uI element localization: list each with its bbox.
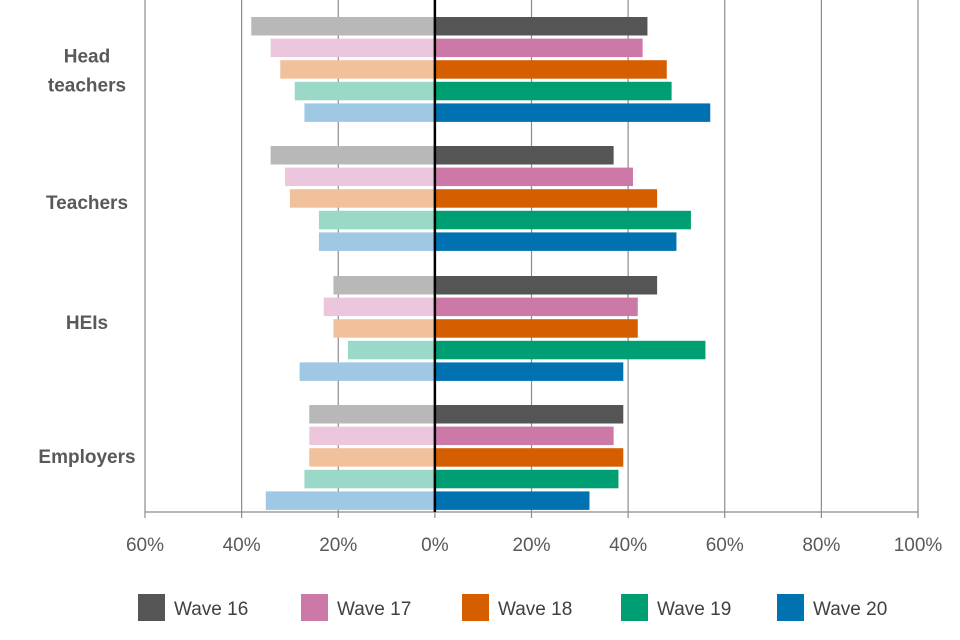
bar-positive <box>434 189 658 208</box>
x-tick-label: 20% <box>319 535 357 556</box>
legend-swatch <box>777 594 804 621</box>
legend-label: Wave 19 <box>657 599 731 620</box>
legend-swatch <box>621 594 648 621</box>
bar-negative <box>323 297 435 317</box>
bar-negative <box>318 210 435 230</box>
bar-positive <box>434 491 590 510</box>
bar-positive <box>434 103 711 122</box>
bar-positive <box>434 340 706 360</box>
bar-positive <box>434 146 614 165</box>
category-label: Employers <box>38 447 135 468</box>
legend-swatch <box>462 594 489 621</box>
bar-positive <box>434 167 633 187</box>
legend-label: Wave 17 <box>337 599 411 620</box>
bar-positive <box>434 81 672 101</box>
bar-negative <box>333 276 435 295</box>
legend-swatch <box>138 594 165 621</box>
bar-negative <box>347 340 435 360</box>
bar-negative <box>318 232 435 251</box>
bar-negative <box>294 81 435 101</box>
bar-negative <box>304 103 435 122</box>
x-tick-labels: 60% 40% 20% 0% 20% 40% 60% 80% 100% <box>126 535 942 556</box>
bar-negative <box>280 60 435 79</box>
bar-positive <box>434 405 624 424</box>
bar-positive <box>434 210 691 230</box>
category-label: Head teachers <box>48 47 126 97</box>
x-tick-label: 100% <box>894 535 943 556</box>
bar-positive <box>434 469 619 489</box>
bar-positive <box>434 38 643 58</box>
category-label: Teachers <box>46 193 128 214</box>
x-tick-label: 0% <box>421 535 449 556</box>
bar-negative <box>251 17 435 36</box>
legend-swatch <box>301 594 328 621</box>
bar-positive <box>434 297 638 317</box>
bar-negative <box>270 38 435 58</box>
x-tick-label: 60% <box>706 535 744 556</box>
bar-positive <box>434 426 614 446</box>
bar-positive <box>434 276 658 295</box>
bar-negative <box>309 426 435 446</box>
bar-negative <box>270 146 435 165</box>
bar-positive <box>434 232 677 251</box>
bar-negative <box>309 405 435 424</box>
category-labels: Head teachers Teachers HEIs Employers <box>38 47 135 469</box>
bar-positive <box>434 319 638 338</box>
x-tick-label: 40% <box>223 535 261 556</box>
x-tick-label: 80% <box>802 535 840 556</box>
bars <box>251 17 711 510</box>
bar-positive <box>434 17 648 36</box>
bar-negative <box>289 189 435 208</box>
bar-positive <box>434 362 624 381</box>
x-tick-label: 20% <box>512 535 550 556</box>
bar-negative <box>309 448 435 467</box>
bar-negative <box>265 491 435 510</box>
legend-label: Wave 16 <box>174 599 248 620</box>
legend-label: Wave 18 <box>498 599 572 620</box>
bar-negative <box>299 362 435 381</box>
legend-label: Wave 20 <box>813 599 887 620</box>
category-label: HEIs <box>66 313 108 334</box>
bar-negative <box>304 469 435 489</box>
x-tick-label: 60% <box>126 535 164 556</box>
x-tick-label: 40% <box>609 535 647 556</box>
bar-positive <box>434 448 624 467</box>
bar-negative <box>333 319 435 338</box>
bar-positive <box>434 60 667 79</box>
legend: Wave 16 Wave 17 Wave 18 Wave 19 Wave 20 <box>138 594 887 621</box>
bar-negative <box>285 167 435 187</box>
